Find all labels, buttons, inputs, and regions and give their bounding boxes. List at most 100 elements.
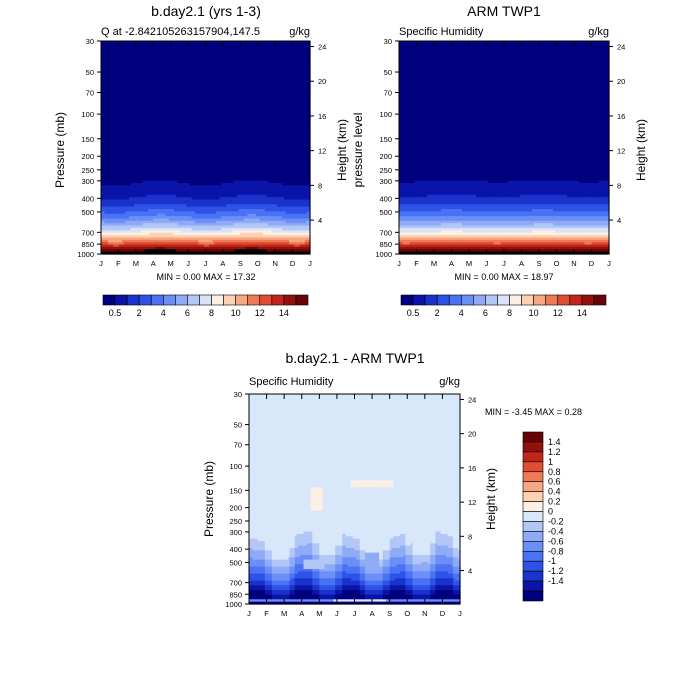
contour-cell <box>177 97 180 101</box>
contour-cell <box>275 55 278 59</box>
contour-cell <box>210 67 214 70</box>
contour-cell <box>229 52 233 56</box>
contour-cell <box>168 50 172 54</box>
contour-cell <box>299 88 302 92</box>
contour-cell <box>153 76 156 80</box>
contour-cell <box>252 74 255 78</box>
contour-cell <box>135 67 139 70</box>
contour-cell <box>296 67 299 70</box>
contour-cell <box>191 81 194 85</box>
contour-cell <box>160 52 163 56</box>
contour-cell <box>235 95 238 99</box>
contour-cell <box>278 52 281 56</box>
contour-cell <box>170 97 174 101</box>
contour-cell <box>193 78 196 82</box>
contour-cell <box>167 55 170 59</box>
contour-cell <box>247 43 250 47</box>
contour-cell <box>118 95 121 99</box>
contour-cell <box>236 74 240 78</box>
contour-cell <box>280 67 283 70</box>
contour-cell <box>240 85 243 89</box>
contour-cell <box>214 83 217 87</box>
contour-cell <box>134 45 137 49</box>
contour-cell <box>224 55 227 59</box>
contour-cell <box>116 76 120 80</box>
contour-cell <box>139 59 142 63</box>
contour-cell <box>120 97 123 101</box>
contour-cell <box>271 81 275 85</box>
contour-cell <box>198 69 201 73</box>
contour-cell <box>177 71 180 75</box>
contour-cell <box>297 52 301 56</box>
contour-cell <box>306 64 309 68</box>
contour-cell <box>120 67 123 70</box>
contour-cell <box>294 64 297 68</box>
contour-cell <box>292 81 295 85</box>
contour-cell <box>306 88 309 92</box>
contour-cell <box>146 78 149 82</box>
contour-cell <box>186 93 189 97</box>
contour-cell <box>182 52 186 56</box>
contour-cell <box>107 76 111 80</box>
contour-cell <box>292 59 295 63</box>
contour-cell <box>106 71 109 75</box>
contour-cell <box>257 88 261 92</box>
contour-cell <box>191 74 194 78</box>
contour-cell <box>101 90 104 94</box>
contour-cell <box>297 74 301 78</box>
contour-cell <box>128 93 132 97</box>
contour-cell <box>107 95 111 99</box>
contour-cell <box>106 64 109 68</box>
contour-cell <box>109 55 113 59</box>
contour-cell <box>290 95 294 99</box>
contour-cell <box>174 41 177 44</box>
contour-cell <box>161 90 165 94</box>
contour-cell <box>205 78 208 82</box>
contour-cell <box>107 88 111 92</box>
contour-cell <box>229 78 233 82</box>
contour-cell <box>109 85 113 89</box>
contour-cell <box>139 85 142 89</box>
contour-cell <box>275 74 278 78</box>
contour-cell <box>193 93 196 97</box>
contour-cell <box>198 64 201 68</box>
contour-cell <box>219 41 222 44</box>
contour-cell <box>268 43 271 47</box>
contour-cell <box>245 85 248 89</box>
contour-cell <box>156 43 160 47</box>
contour-cell <box>139 97 142 101</box>
contour-cell <box>264 74 268 78</box>
contour-cell <box>252 97 255 101</box>
contour-cell <box>179 83 182 87</box>
contour-cell <box>127 62 130 66</box>
contour-cell <box>127 76 130 80</box>
contour-cell <box>242 64 245 68</box>
contour-cell <box>269 50 273 54</box>
contour-cell <box>207 88 210 92</box>
contour-cell <box>236 95 240 99</box>
contour-cell <box>101 48 104 52</box>
contour-cell <box>221 55 224 59</box>
contour-cell <box>285 78 288 82</box>
contour-cell <box>158 50 161 54</box>
contour-cell <box>301 85 304 89</box>
contour-cell <box>268 45 271 49</box>
contour-cell <box>207 90 210 94</box>
contour-cell <box>285 55 288 59</box>
contour-cell <box>132 50 135 54</box>
contour-cell <box>217 88 221 92</box>
contour-cell <box>245 57 248 61</box>
contour-cell <box>191 71 194 75</box>
contour-cell <box>308 45 311 49</box>
contour-cell <box>266 45 269 49</box>
contour-cell <box>135 41 139 44</box>
contour-cell <box>226 43 229 47</box>
contour-cell <box>301 41 304 44</box>
contour-cell <box>170 95 174 99</box>
contour-cell <box>249 88 252 92</box>
contour-cell <box>247 52 250 56</box>
contour-cell <box>257 83 261 87</box>
contour-cell <box>271 41 275 44</box>
contour-cell <box>238 59 241 63</box>
contour-cell <box>123 78 126 82</box>
